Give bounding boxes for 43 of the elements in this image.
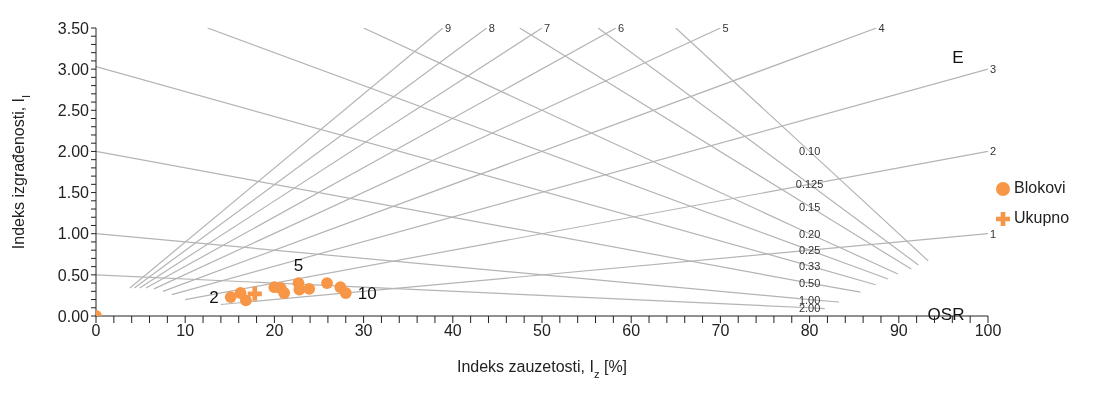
annotation: 5 xyxy=(293,256,304,276)
x-tick-label: 10 xyxy=(176,322,195,340)
series-label: 1 xyxy=(990,227,997,240)
y-tick-label: 3.50 xyxy=(57,19,90,37)
y-tick-label: 1.50 xyxy=(57,184,90,202)
y-tick-label: 0.50 xyxy=(57,266,90,284)
series-label: 0.125 xyxy=(795,178,824,191)
x-axis-title: Indeks zauzetosti, I$_{z}$ [%] xyxy=(456,358,628,380)
annotation: OSR xyxy=(927,305,965,324)
annotation: 10 xyxy=(357,283,377,303)
annotation: E xyxy=(952,48,964,67)
x-tick-label: 20 xyxy=(265,322,284,340)
y-tick-label: 1.00 xyxy=(57,225,90,243)
series-label: 8 xyxy=(488,22,495,34)
x-tick-label: 40 xyxy=(443,322,462,340)
series-label: 0.50 xyxy=(798,277,821,290)
series-label: 7 xyxy=(544,22,551,34)
series-label: 0.15 xyxy=(798,200,821,213)
series-label: 2 xyxy=(990,145,997,158)
x-tick-label: 70 xyxy=(711,322,730,340)
series-label: 3 xyxy=(990,63,997,76)
x-tick-label: 100 xyxy=(974,322,1002,340)
x-tick-label: 90 xyxy=(889,322,908,340)
y-tick-label: 2.00 xyxy=(57,143,90,161)
series-label: 0.10 xyxy=(798,145,821,158)
series-label: 0.20 xyxy=(798,227,821,240)
x-tick-label: 0 xyxy=(91,322,101,340)
y-tick-label: 2.50 xyxy=(57,101,90,119)
y-tick-label: 0.00 xyxy=(57,307,90,325)
series-label: 4 xyxy=(878,22,885,34)
y-tick-label: 3.00 xyxy=(57,60,90,78)
legend-label: Blokovi xyxy=(1014,179,1066,196)
x-tick-label: 50 xyxy=(533,322,551,340)
x-tick-label: 60 xyxy=(622,322,641,340)
x-tick-label: 30 xyxy=(354,322,373,340)
series-label: 0.33 xyxy=(798,259,821,272)
x-tick-label: 80 xyxy=(800,322,819,340)
series-label: 0.25 xyxy=(798,244,821,257)
legend-label: Ukupno xyxy=(1014,209,1070,226)
series-label: 5 xyxy=(722,22,729,34)
series-label: 6 xyxy=(618,22,625,34)
annotation: 2 xyxy=(209,288,219,308)
series-label: 9 xyxy=(444,22,452,34)
